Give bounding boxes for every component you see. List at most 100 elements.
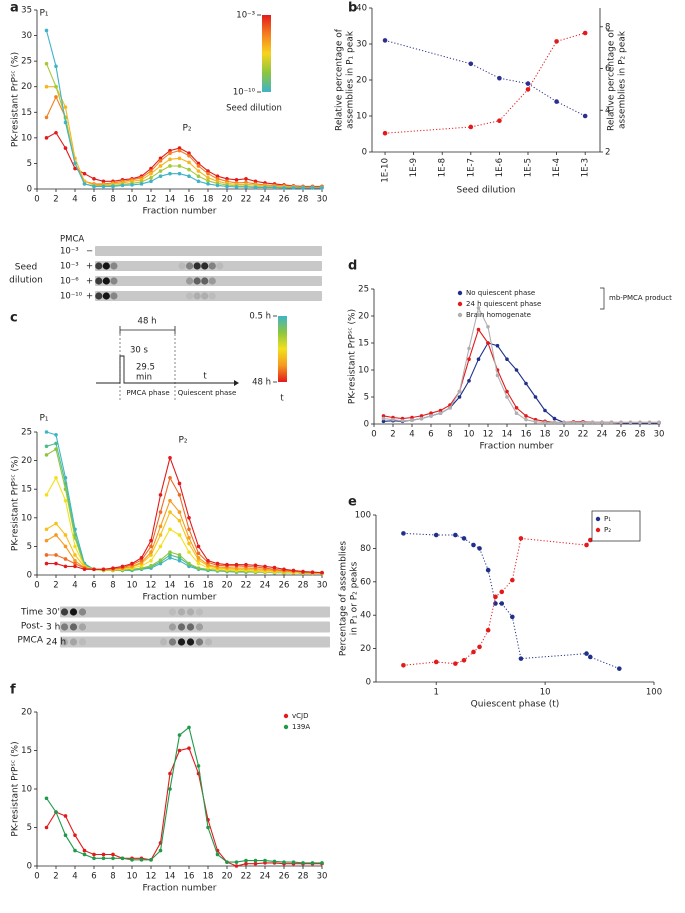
data-point — [187, 174, 191, 179]
quiescent-label: t — [203, 372, 207, 382]
data-point — [587, 654, 593, 660]
y-tick-label: 10 — [356, 112, 367, 122]
data-point — [158, 533, 163, 537]
blot-strip — [60, 636, 330, 648]
data-point — [101, 184, 106, 189]
y-tick-label: 20 — [21, 708, 32, 718]
data-point — [486, 341, 490, 345]
x-tick-label: 6 — [428, 430, 433, 440]
data-point — [177, 510, 182, 514]
x-tick-label: 20 — [559, 430, 570, 440]
blot-strip — [95, 291, 322, 301]
x-tick-label: 100 — [646, 688, 662, 698]
x-tick-label: 22 — [241, 195, 252, 205]
y-tick-label: 25 — [21, 428, 32, 438]
data-point — [63, 814, 68, 818]
x-tick-label: 2 — [390, 430, 395, 440]
data-point — [518, 656, 524, 661]
data-point — [149, 858, 153, 862]
data-point — [453, 532, 458, 538]
x-tick-label: 6 — [91, 581, 96, 591]
data-point — [177, 146, 182, 150]
data-point — [44, 61, 49, 66]
y2-tick-label: 4 — [605, 106, 610, 116]
x-tick-label: 28 — [298, 581, 309, 591]
data-point — [111, 856, 115, 861]
x-tick-label: 22 — [241, 581, 252, 591]
data-point — [63, 146, 68, 150]
data-point — [206, 182, 210, 186]
data-point — [391, 417, 395, 422]
data-point — [149, 558, 153, 563]
data-point — [505, 389, 509, 394]
data-point — [215, 174, 220, 179]
data-point — [73, 553, 77, 557]
data-point — [44, 538, 49, 543]
x-tick-label: 28 — [298, 195, 309, 205]
x-tick-label: 14 — [165, 195, 176, 205]
blot-dot — [102, 277, 110, 285]
y-tick-label: 35 — [21, 6, 32, 16]
x-tick-label: 2 — [53, 195, 58, 205]
data-point — [225, 176, 229, 181]
data-point — [54, 84, 58, 89]
x-tick-label: 28 — [298, 872, 309, 882]
data-point — [467, 357, 471, 362]
data-point — [215, 852, 220, 857]
data-point — [524, 417, 528, 422]
rest-label: 29.5 — [136, 363, 155, 373]
legend-label: No quiescent phase — [466, 289, 535, 297]
data-point — [582, 30, 588, 36]
timeline-total: 48 h — [138, 317, 157, 327]
x-tick-label: 1E-3 — [581, 158, 591, 177]
blot-dot — [201, 277, 209, 285]
data-point — [272, 565, 277, 570]
x-tick-label: 6 — [91, 872, 96, 882]
data-point — [139, 858, 144, 862]
data-point — [552, 420, 557, 425]
blot-side-label: Time — [20, 608, 43, 618]
legend-marker — [595, 527, 601, 533]
x-tick-label: 0 — [34, 581, 39, 591]
y-tick-label: 40 — [356, 4, 367, 14]
peak-label: P₂ — [182, 124, 191, 134]
x-tick-label: 4 — [72, 872, 77, 882]
data-point — [44, 561, 49, 566]
data-point — [44, 115, 49, 120]
legend-marker — [283, 724, 289, 730]
data-point — [168, 556, 172, 560]
blot-dot — [95, 262, 103, 270]
blot-dot — [60, 638, 69, 646]
blot-side-label: dilution — [9, 276, 43, 286]
data-point — [244, 861, 248, 866]
data-point — [552, 416, 557, 421]
y-tick-label: 20 — [21, 82, 32, 92]
data-point — [471, 649, 476, 655]
data-point — [168, 498, 172, 503]
data-point — [168, 148, 172, 153]
data-point — [187, 536, 191, 540]
data-point — [130, 858, 134, 862]
data-point — [600, 420, 604, 425]
x-tick-label: 20 — [222, 872, 233, 882]
x-axis-label: Fraction number — [480, 442, 554, 452]
y-tick-label: 5 — [27, 542, 32, 552]
blot-side-label: Seed — [15, 263, 38, 273]
data-point — [54, 433, 58, 437]
data-point — [63, 498, 68, 503]
data-point — [291, 860, 296, 864]
data-point — [234, 864, 239, 868]
data-point — [168, 771, 172, 776]
y-tick-label: 10 — [21, 133, 32, 143]
data-point — [149, 544, 153, 549]
data-point — [44, 527, 49, 532]
data-point — [514, 406, 519, 410]
panel-label: f — [10, 683, 16, 698]
data-point — [543, 420, 547, 425]
data-point — [63, 833, 68, 837]
data-point — [92, 567, 96, 572]
blot-dot — [193, 262, 201, 270]
data-point — [609, 420, 614, 425]
y-tick-label: 0 — [362, 148, 367, 158]
data-point — [168, 510, 172, 514]
